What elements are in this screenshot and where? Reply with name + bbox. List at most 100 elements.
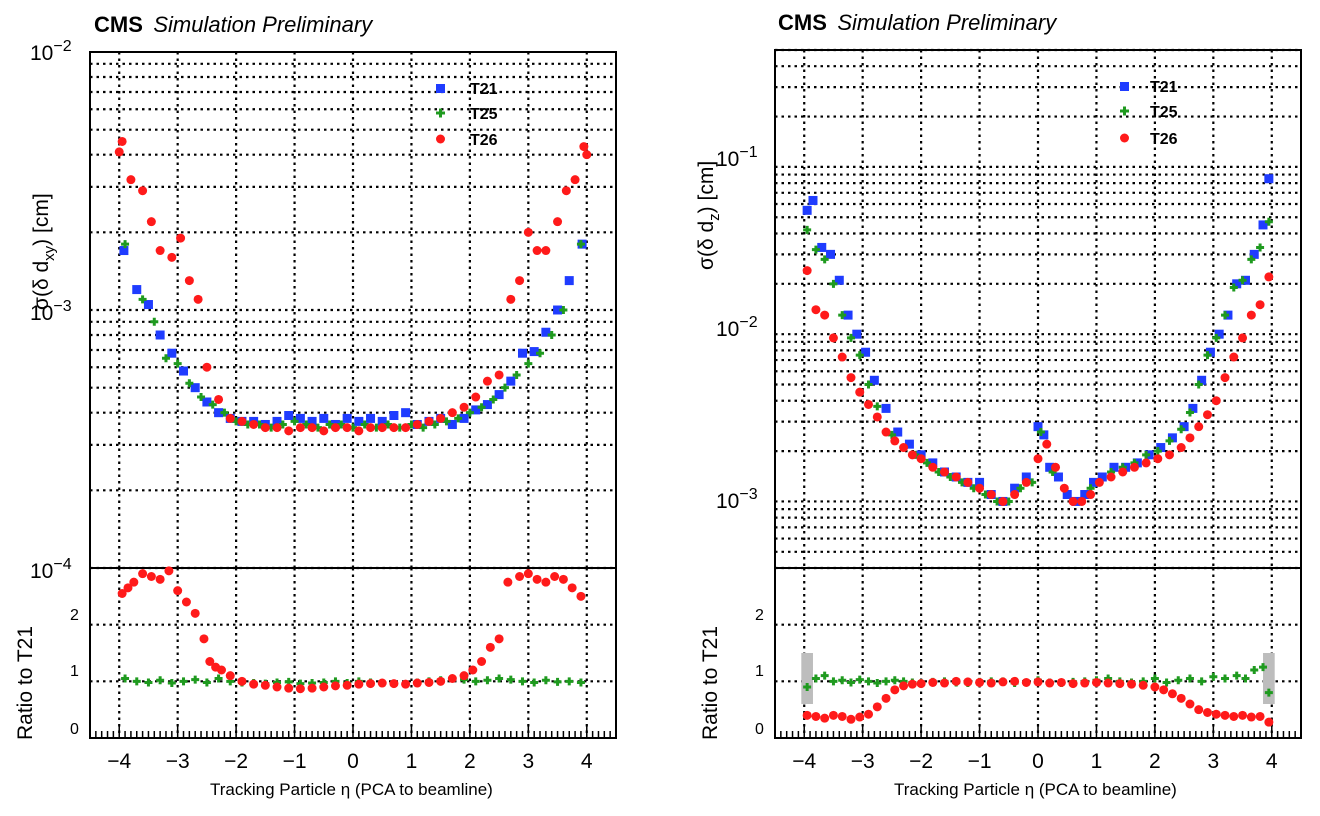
r-t26-point xyxy=(1086,490,1096,500)
l-t21-point xyxy=(202,397,212,407)
r-ratio-t26-point xyxy=(928,677,938,687)
l-t26-point xyxy=(523,227,533,237)
l-ratio-t26-point xyxy=(550,572,560,581)
l-t26-point xyxy=(553,217,563,227)
r-ratio-t26-point xyxy=(864,709,874,719)
l-ratio-t25-point xyxy=(483,676,492,685)
r-ratio-t26-point xyxy=(916,679,926,689)
r-xtick-label: −3 xyxy=(851,750,875,773)
l-ratio-t26-point xyxy=(468,665,478,675)
l-xtick-label: 2 xyxy=(464,750,476,773)
r-t26-point xyxy=(802,266,812,276)
l-ratio-t26-point xyxy=(237,676,247,686)
l-t25-point xyxy=(290,417,299,426)
r-t21-point xyxy=(843,310,853,320)
r-t21-point xyxy=(893,427,903,437)
r-t26-point xyxy=(1106,472,1116,482)
right-legend-t25: T25 xyxy=(1150,104,1178,121)
l-t26-point xyxy=(176,233,186,243)
l-t25-point xyxy=(138,295,147,304)
l-t21-point xyxy=(295,413,305,423)
r-ratio-t26-point xyxy=(1103,678,1113,688)
r-t26-point xyxy=(1010,490,1020,500)
r-t25-point xyxy=(1177,425,1186,434)
l-ratio-t26-point xyxy=(436,676,446,686)
l-t26-point xyxy=(579,142,589,152)
l-t26-point xyxy=(506,294,516,304)
r-ratio-t26-point xyxy=(846,714,856,724)
l-ratio-t26-point xyxy=(146,572,156,581)
l-t21-point xyxy=(132,285,142,295)
l-ratio-t25-point xyxy=(167,679,176,688)
r-t25-point xyxy=(1153,447,1162,456)
l-ratio-t26-point xyxy=(225,671,235,681)
l-ratio-t26-point xyxy=(503,577,513,587)
l-t21-point xyxy=(471,405,481,415)
l-t25-point xyxy=(536,349,545,358)
left-rtick-2: 2 xyxy=(70,607,79,624)
l-t21-point xyxy=(377,416,387,426)
ratio-uncertainty-band xyxy=(1263,653,1275,704)
r-t26-point xyxy=(963,477,973,487)
left-legend-t26: T26 xyxy=(470,132,498,149)
left-panel: CMS Simulation Preliminary 10−2 10−3 10−… xyxy=(14,12,617,799)
r-t26-point xyxy=(1129,462,1139,472)
r-t25-point xyxy=(1165,436,1174,445)
r-t26-point xyxy=(1118,467,1128,477)
left-legend-t26-marker xyxy=(436,134,445,144)
r-ratio-t26-point xyxy=(1056,677,1066,687)
l-ratio-t25-point xyxy=(530,678,539,687)
l-t26-point xyxy=(295,423,305,433)
r-t21-point xyxy=(802,205,812,215)
r-t21-point xyxy=(1232,279,1242,289)
r-t21-point xyxy=(1156,443,1166,453)
l-t21-point xyxy=(389,411,399,421)
l-t25-point xyxy=(185,379,194,388)
l-t25-point xyxy=(220,408,229,417)
r-t21-point xyxy=(1097,472,1107,482)
l-ratio-t25-point xyxy=(202,678,211,687)
l-t25-point xyxy=(524,359,533,368)
r-t26-point xyxy=(928,462,938,472)
l-t26-point xyxy=(146,217,156,227)
r-t26-point xyxy=(1194,422,1204,432)
r-t26-point xyxy=(939,467,949,477)
r-ratio-t26-point xyxy=(939,678,949,688)
l-t26-point xyxy=(436,413,446,423)
l-xtick-label: −2 xyxy=(224,750,248,773)
r-t26-point xyxy=(1246,310,1256,320)
r-ratio-t26-point xyxy=(986,678,996,688)
l-t26-point xyxy=(532,246,542,256)
r-t25-point xyxy=(846,333,855,342)
r-t26-point xyxy=(890,436,900,446)
left-legend-t25: T25 xyxy=(470,106,498,123)
r-t25-point xyxy=(1194,380,1203,389)
left-legend-t21-marker xyxy=(436,84,445,93)
l-t26-point xyxy=(126,175,136,185)
r-ratio-t25-point xyxy=(864,677,873,686)
ratio-uncertainty-band xyxy=(801,653,813,704)
l-t25-point xyxy=(150,317,159,326)
l-xtick-label: 1 xyxy=(406,750,418,773)
l-ratio-t26-point xyxy=(260,680,270,690)
right-legend: T21 T25 T26 xyxy=(1120,79,1178,148)
r-t25-point xyxy=(1203,351,1212,360)
l-t26-point xyxy=(515,276,525,286)
r-t21-point xyxy=(975,477,985,487)
r-t21-point xyxy=(852,329,862,339)
l-t26-point xyxy=(249,419,259,429)
l-t21-point xyxy=(342,413,352,423)
l-ratio-t26-point xyxy=(181,597,191,607)
l-t25-point xyxy=(465,408,474,417)
r-t26-point xyxy=(1185,433,1195,443)
l-t25-point xyxy=(477,403,486,412)
r-xtick-label: 2 xyxy=(1149,750,1161,773)
r-ratio-t25-point xyxy=(1250,666,1259,674)
l-t25-point xyxy=(161,354,170,363)
l-t21-point xyxy=(506,376,516,386)
r-t21-point xyxy=(817,242,827,252)
l-t26-point xyxy=(184,276,194,286)
right-panel: CMS Simulation Preliminary 10−1 10−2 10−… xyxy=(695,10,1302,799)
l-t25-point xyxy=(208,400,217,409)
r-ratio-t26-point xyxy=(1246,712,1256,722)
